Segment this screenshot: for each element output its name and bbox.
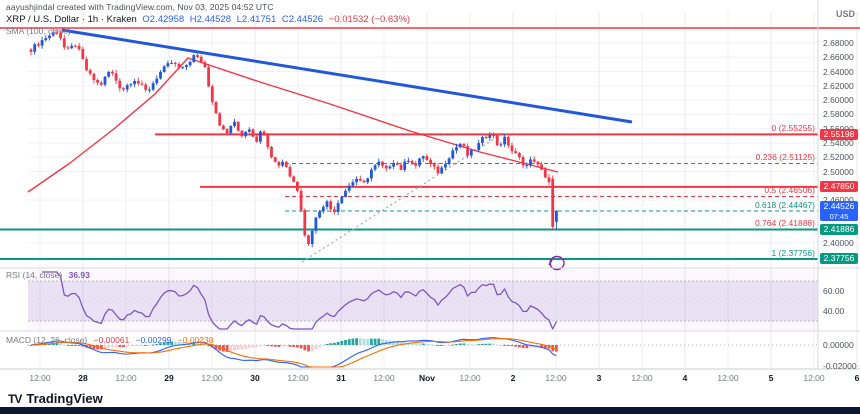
tradingview-logo[interactable]: TV TradingView bbox=[8, 391, 103, 406]
rsi-indicator-legend[interactable]: RSI (14, close) 36.93 bbox=[6, 270, 90, 280]
price-tick-label: 2.64000 bbox=[823, 66, 854, 77]
time-tick-label: 4 bbox=[682, 373, 688, 383]
price-tick-label: 2.56000 bbox=[823, 124, 854, 134]
ohlc-open: O2.42958 bbox=[142, 14, 185, 25]
time-tick-label: 12:00 bbox=[29, 373, 51, 383]
symbol-title: XRP / U.S. Dollar · 1h · Kraken bbox=[6, 14, 137, 25]
horizontal-price-lines bbox=[0, 27, 860, 260]
ohlc-low: L2.41751 bbox=[236, 14, 277, 25]
candle-countdown: 07:45 bbox=[829, 211, 849, 221]
price-tick-label: 2.46000 bbox=[823, 195, 854, 205]
time-tick-label: 12:00 bbox=[115, 373, 137, 383]
time-tick-label: 2 bbox=[510, 373, 516, 383]
rsi-band-fill bbox=[28, 270, 818, 330]
tradingview-logo-icon: TV bbox=[8, 391, 22, 406]
macd-signal-value: −0.00238 bbox=[177, 335, 214, 345]
time-axis[interactable]: 12:00 28 12:00 29 12:00 30 12:00 31 12:00 Nov 12:0… bbox=[0, 370, 860, 388]
rsi-value: 36.93 bbox=[68, 270, 90, 280]
time-tick-label: 12:00 bbox=[803, 373, 825, 383]
time-tick-label: 12:00 bbox=[459, 373, 481, 383]
symbol-legend[interactable]: XRP / U.S. Dollar · 1h · Kraken O2.42958… bbox=[6, 14, 410, 25]
indicator-tick-label: -0.02000 bbox=[823, 361, 857, 371]
price-tick-label: 2.58000 bbox=[823, 109, 854, 120]
bottom-bar bbox=[0, 407, 860, 414]
trendlines bbox=[61, 28, 633, 263]
fib-level-label: 0.764 (2.41886) bbox=[754, 218, 815, 229]
time-tick-label: Nov bbox=[418, 373, 436, 383]
price-badge: 2.47850 bbox=[820, 181, 858, 193]
fib-level-label: 1 (2.37756) bbox=[771, 247, 815, 258]
ohlc-close: C2.44526 bbox=[281, 14, 324, 25]
indicator-tick-label: 0.00000 bbox=[823, 340, 854, 350]
currency-label: USD bbox=[836, 9, 856, 19]
price-badge: 2.55198 bbox=[820, 128, 858, 140]
indicator-tick-label: 40.00 bbox=[823, 306, 845, 316]
fib-level-label: 0.236 (2.51125) bbox=[755, 152, 815, 163]
macd-line-value: −0.00299 bbox=[135, 335, 172, 345]
tradingview-logo-text: TradingView bbox=[26, 391, 103, 406]
price-tick-label: 2.66000 bbox=[823, 52, 854, 63]
ohlc-high: H2.44528 bbox=[189, 14, 231, 25]
candlestick-series bbox=[29, 29, 558, 248]
time-tick-label: 3 bbox=[596, 373, 602, 383]
price-badge: 2.37756 bbox=[820, 253, 858, 265]
time-tick-label: 12:00 bbox=[287, 373, 309, 383]
price-tick-label: 2.50000 bbox=[823, 166, 854, 177]
time-tick-label: 6 bbox=[854, 373, 860, 383]
time-tick-label: 29 bbox=[164, 373, 174, 383]
price-change: −0.01532 (−0.63%) bbox=[328, 14, 411, 25]
price-tick-label: 2.68000 bbox=[823, 38, 854, 48]
price-tick-label: 2.60000 bbox=[823, 95, 854, 106]
fib-level-label: 0.5 (2.46506) bbox=[764, 185, 815, 196]
fib-level-label: 0.618 (2.44467) bbox=[754, 200, 815, 211]
price-tick-label: 2.54000 bbox=[823, 137, 854, 148]
rsi-label: RSI (14, close) bbox=[6, 270, 63, 280]
price-tick-label: 2.40000 bbox=[823, 237, 854, 248]
grid-lines bbox=[28, 12, 858, 369]
price-tick-label: 2.62000 bbox=[823, 80, 854, 91]
time-tick-label: 12:00 bbox=[631, 373, 653, 383]
macd-hist-value: −0.00061 bbox=[93, 335, 130, 345]
price-badge: 2.44526 07:45 bbox=[820, 200, 858, 221]
macd-label: MACD (12, 26, close) bbox=[6, 335, 88, 345]
time-tick-label: 12:00 bbox=[545, 373, 567, 383]
time-tick-label: 5 bbox=[768, 373, 774, 383]
time-tick-label: 12:00 bbox=[373, 373, 395, 383]
fib-level-label: 0 (2.55255) bbox=[771, 122, 815, 133]
time-tick-label: 28 bbox=[78, 373, 88, 383]
time-tick-label: 12:00 bbox=[717, 373, 739, 383]
macd-indicator-legend[interactable]: MACD (12, 26, close) −0.00061 −0.00299 −… bbox=[6, 335, 213, 345]
price-scale[interactable]: 2.68000 2.66000 2.64000 2.62000 2.60000 2.580… bbox=[819, 0, 860, 390]
macd-series bbox=[28, 336, 818, 368]
circle-annotation bbox=[548, 255, 565, 271]
time-tick-label: 30 bbox=[250, 373, 260, 383]
price-badge: 2.41886 bbox=[820, 223, 858, 235]
price-tick-label: 2.52000 bbox=[823, 152, 854, 163]
time-tick-label: 31 bbox=[336, 373, 346, 383]
attribution-text: aayushjindal created with TradingView.co… bbox=[6, 2, 274, 12]
rsi-line bbox=[42, 271, 557, 330]
indicator-tick-label: 60.00 bbox=[823, 286, 845, 296]
pane-separators bbox=[0, 0, 860, 370]
sma-indicator-legend[interactable]: SMA (100, close) bbox=[6, 26, 71, 36]
sma-100-line bbox=[27, 57, 559, 193]
time-tick-label: 12:00 bbox=[201, 373, 223, 383]
